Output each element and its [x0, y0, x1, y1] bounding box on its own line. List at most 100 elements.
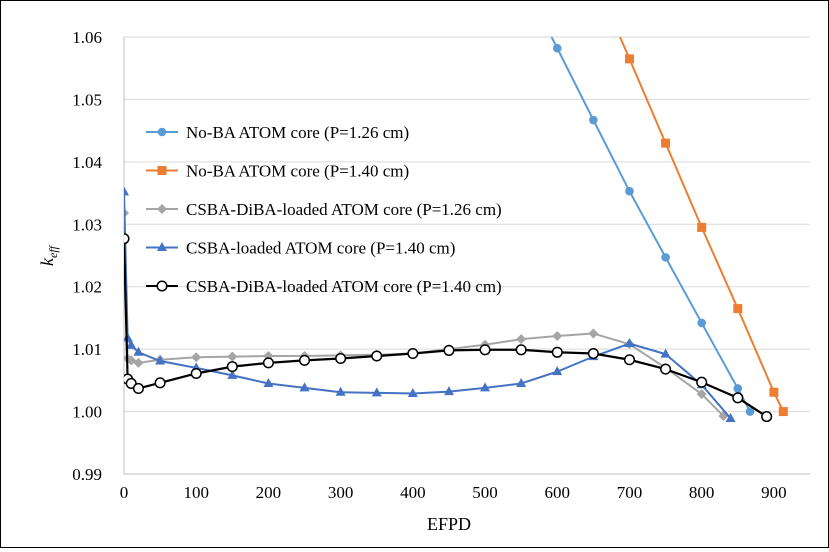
legend-label: CSBA-loaded ATOM core (P=1.40 cm): [186, 239, 455, 258]
legend-marker: [156, 280, 168, 292]
data-point: [298, 354, 311, 366]
data-point: [661, 138, 671, 148]
legend-entry: No-BA ATOM core (P=1.26 cm): [146, 123, 409, 142]
data-point: [407, 387, 418, 397]
data-point: [133, 346, 144, 356]
data-point: [371, 350, 383, 362]
data-point: [132, 382, 144, 395]
data-point: [479, 344, 491, 356]
data-point: [227, 369, 238, 379]
data-point: [190, 367, 202, 380]
data-point: [227, 351, 238, 362]
legend-marker: [157, 242, 167, 251]
y-axis-title-main: k: [37, 257, 57, 266]
x-tick-label: 100: [183, 483, 209, 502]
data-point: [443, 344, 455, 356]
series-5: [124, 233, 773, 423]
data-point: [133, 357, 144, 368]
legend-label: CSBA-DiBA-loaded ATOM core (P=1.26 cm): [186, 200, 502, 219]
data-point: [263, 377, 274, 387]
x-tick-label: 400: [400, 483, 426, 502]
x-tick-label: 700: [617, 483, 643, 502]
x-tick-label: 800: [689, 483, 715, 502]
legend-entry: CSBA-loaded ATOM core (P=1.40 cm): [146, 239, 455, 258]
data-point: [733, 384, 743, 393]
data-point: [660, 348, 671, 358]
data-point: [778, 407, 788, 417]
legend-label: CSBA-DiBA-loaded ATOM core (P=1.40 cm): [186, 277, 502, 296]
legend-entry: No-BA ATOM core (P=1.40 cm): [146, 162, 409, 181]
y-axis-title: keff: [37, 244, 60, 266]
series-2: [618, 37, 788, 417]
data-point: [155, 355, 166, 365]
x-tick-label: 0: [120, 483, 129, 502]
series-4: [124, 186, 736, 422]
series-1: [550, 37, 755, 416]
series-layer: [124, 37, 788, 423]
data-point: [335, 352, 347, 365]
x-tick-label: 900: [761, 483, 787, 502]
x-tick-label: 300: [328, 483, 354, 502]
series-line: [124, 191, 732, 420]
data-point: [696, 389, 707, 400]
data-point: [262, 357, 274, 369]
data-point: [725, 412, 736, 422]
data-point: [732, 392, 744, 404]
data-point: [761, 411, 773, 423]
y-tick-label: 0.99: [72, 465, 102, 484]
y-tick-label: 1.06: [72, 28, 102, 47]
data-point: [588, 328, 599, 339]
data-point: [624, 54, 634, 64]
data-point: [745, 407, 755, 416]
data-point: [552, 366, 563, 376]
x-tick-label: 600: [545, 483, 571, 502]
legend-entry: CSBA-DiBA-loaded ATOM core (P=1.40 cm): [146, 277, 502, 296]
data-point: [124, 186, 129, 196]
data-point: [154, 377, 166, 389]
x-tick-label: 200: [256, 483, 282, 502]
data-point: [623, 354, 636, 366]
data-point: [625, 186, 634, 196]
data-point: [299, 382, 310, 392]
data-point: [697, 222, 707, 232]
y-tick-label: 1.02: [72, 278, 102, 297]
y-tick-label: 1.03: [72, 215, 102, 234]
legend: No-BA ATOM core (P=1.26 cm) No-BA ATOM co…: [146, 123, 502, 296]
data-point: [733, 304, 743, 314]
data-point: [443, 386, 454, 396]
data-point: [552, 331, 563, 342]
legend-marker: [157, 204, 167, 214]
data-point: [335, 386, 346, 396]
legend-label: No-BA ATOM core (P=1.40 cm): [186, 162, 409, 181]
legend-entry: CSBA-DiBA-loaded ATOM core (P=1.26 cm): [146, 200, 502, 219]
data-point: [697, 318, 706, 328]
data-point: [587, 347, 599, 360]
data-point: [126, 339, 137, 349]
y-tick-label: 1.01: [72, 340, 102, 359]
data-point: [124, 233, 130, 245]
data-point: [515, 344, 527, 356]
data-point: [191, 352, 202, 363]
x-tick-label: 500: [472, 483, 498, 502]
y-tick-label: 1.00: [72, 403, 102, 422]
y-tick-label: 1.04: [72, 153, 102, 172]
legend-marker: [157, 166, 167, 175]
data-point: [552, 43, 562, 53]
data-point: [226, 361, 238, 373]
data-point: [660, 363, 672, 375]
series-line: [550, 37, 751, 413]
data-point: [696, 376, 708, 388]
legend-label: No-BA ATOM core (P=1.26 cm): [186, 123, 409, 142]
data-point: [769, 387, 779, 397]
data-point: [371, 387, 382, 397]
data-point: [516, 377, 527, 387]
data-point: [407, 347, 419, 360]
data-point: [516, 334, 527, 345]
y-axis-title-sub: eff: [46, 244, 60, 258]
x-axis-title: EFPD: [427, 514, 471, 534]
y-tick-label: 1.05: [72, 90, 102, 109]
data-point: [661, 253, 670, 262]
series-line: [618, 37, 785, 413]
